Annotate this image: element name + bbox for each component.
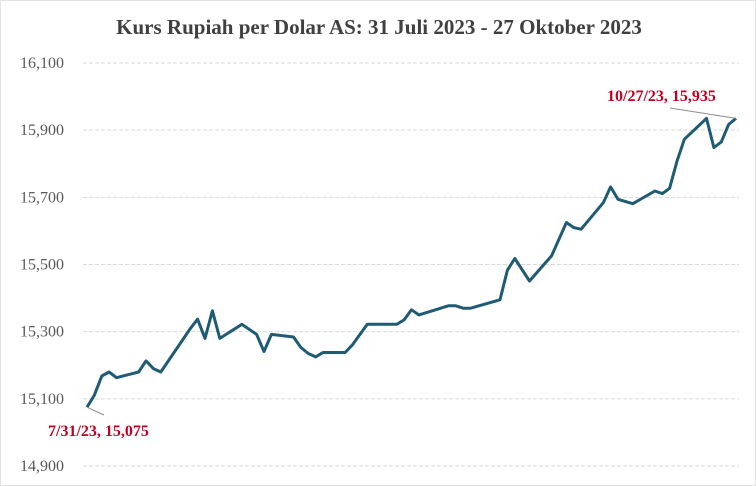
- annotation-leader: [86, 406, 105, 416]
- gridlines: [83, 62, 739, 467]
- annotation-leader: [669, 107, 737, 119]
- y-tick-label: 15,500: [20, 257, 64, 274]
- annotation-label-end: 10/27/23, 15,935: [607, 88, 716, 105]
- y-tick-label: 15,100: [20, 391, 64, 408]
- chart-title: Kurs Rupiah per Dolar AS: 31 Juli 2023 -…: [116, 15, 642, 39]
- y-tick-label: 16,100: [20, 55, 64, 72]
- y-tick-label: 15,300: [20, 324, 64, 341]
- y-tick-label: 15,900: [20, 122, 64, 139]
- series-line: [85, 116, 737, 408]
- series-lines: [85, 116, 737, 408]
- y-tick-label: 14,900: [20, 458, 64, 475]
- annotations: 7/31/23, 15,075 10/27/23, 15,935: [48, 88, 737, 440]
- y-axis-ticks: 14,900 15,100 15,300 15,500 15,700 15,900 16,1…: [20, 55, 64, 475]
- y-tick-label: 15,700: [20, 189, 64, 206]
- annotation-label-start: 7/31/23, 15,075: [48, 423, 149, 440]
